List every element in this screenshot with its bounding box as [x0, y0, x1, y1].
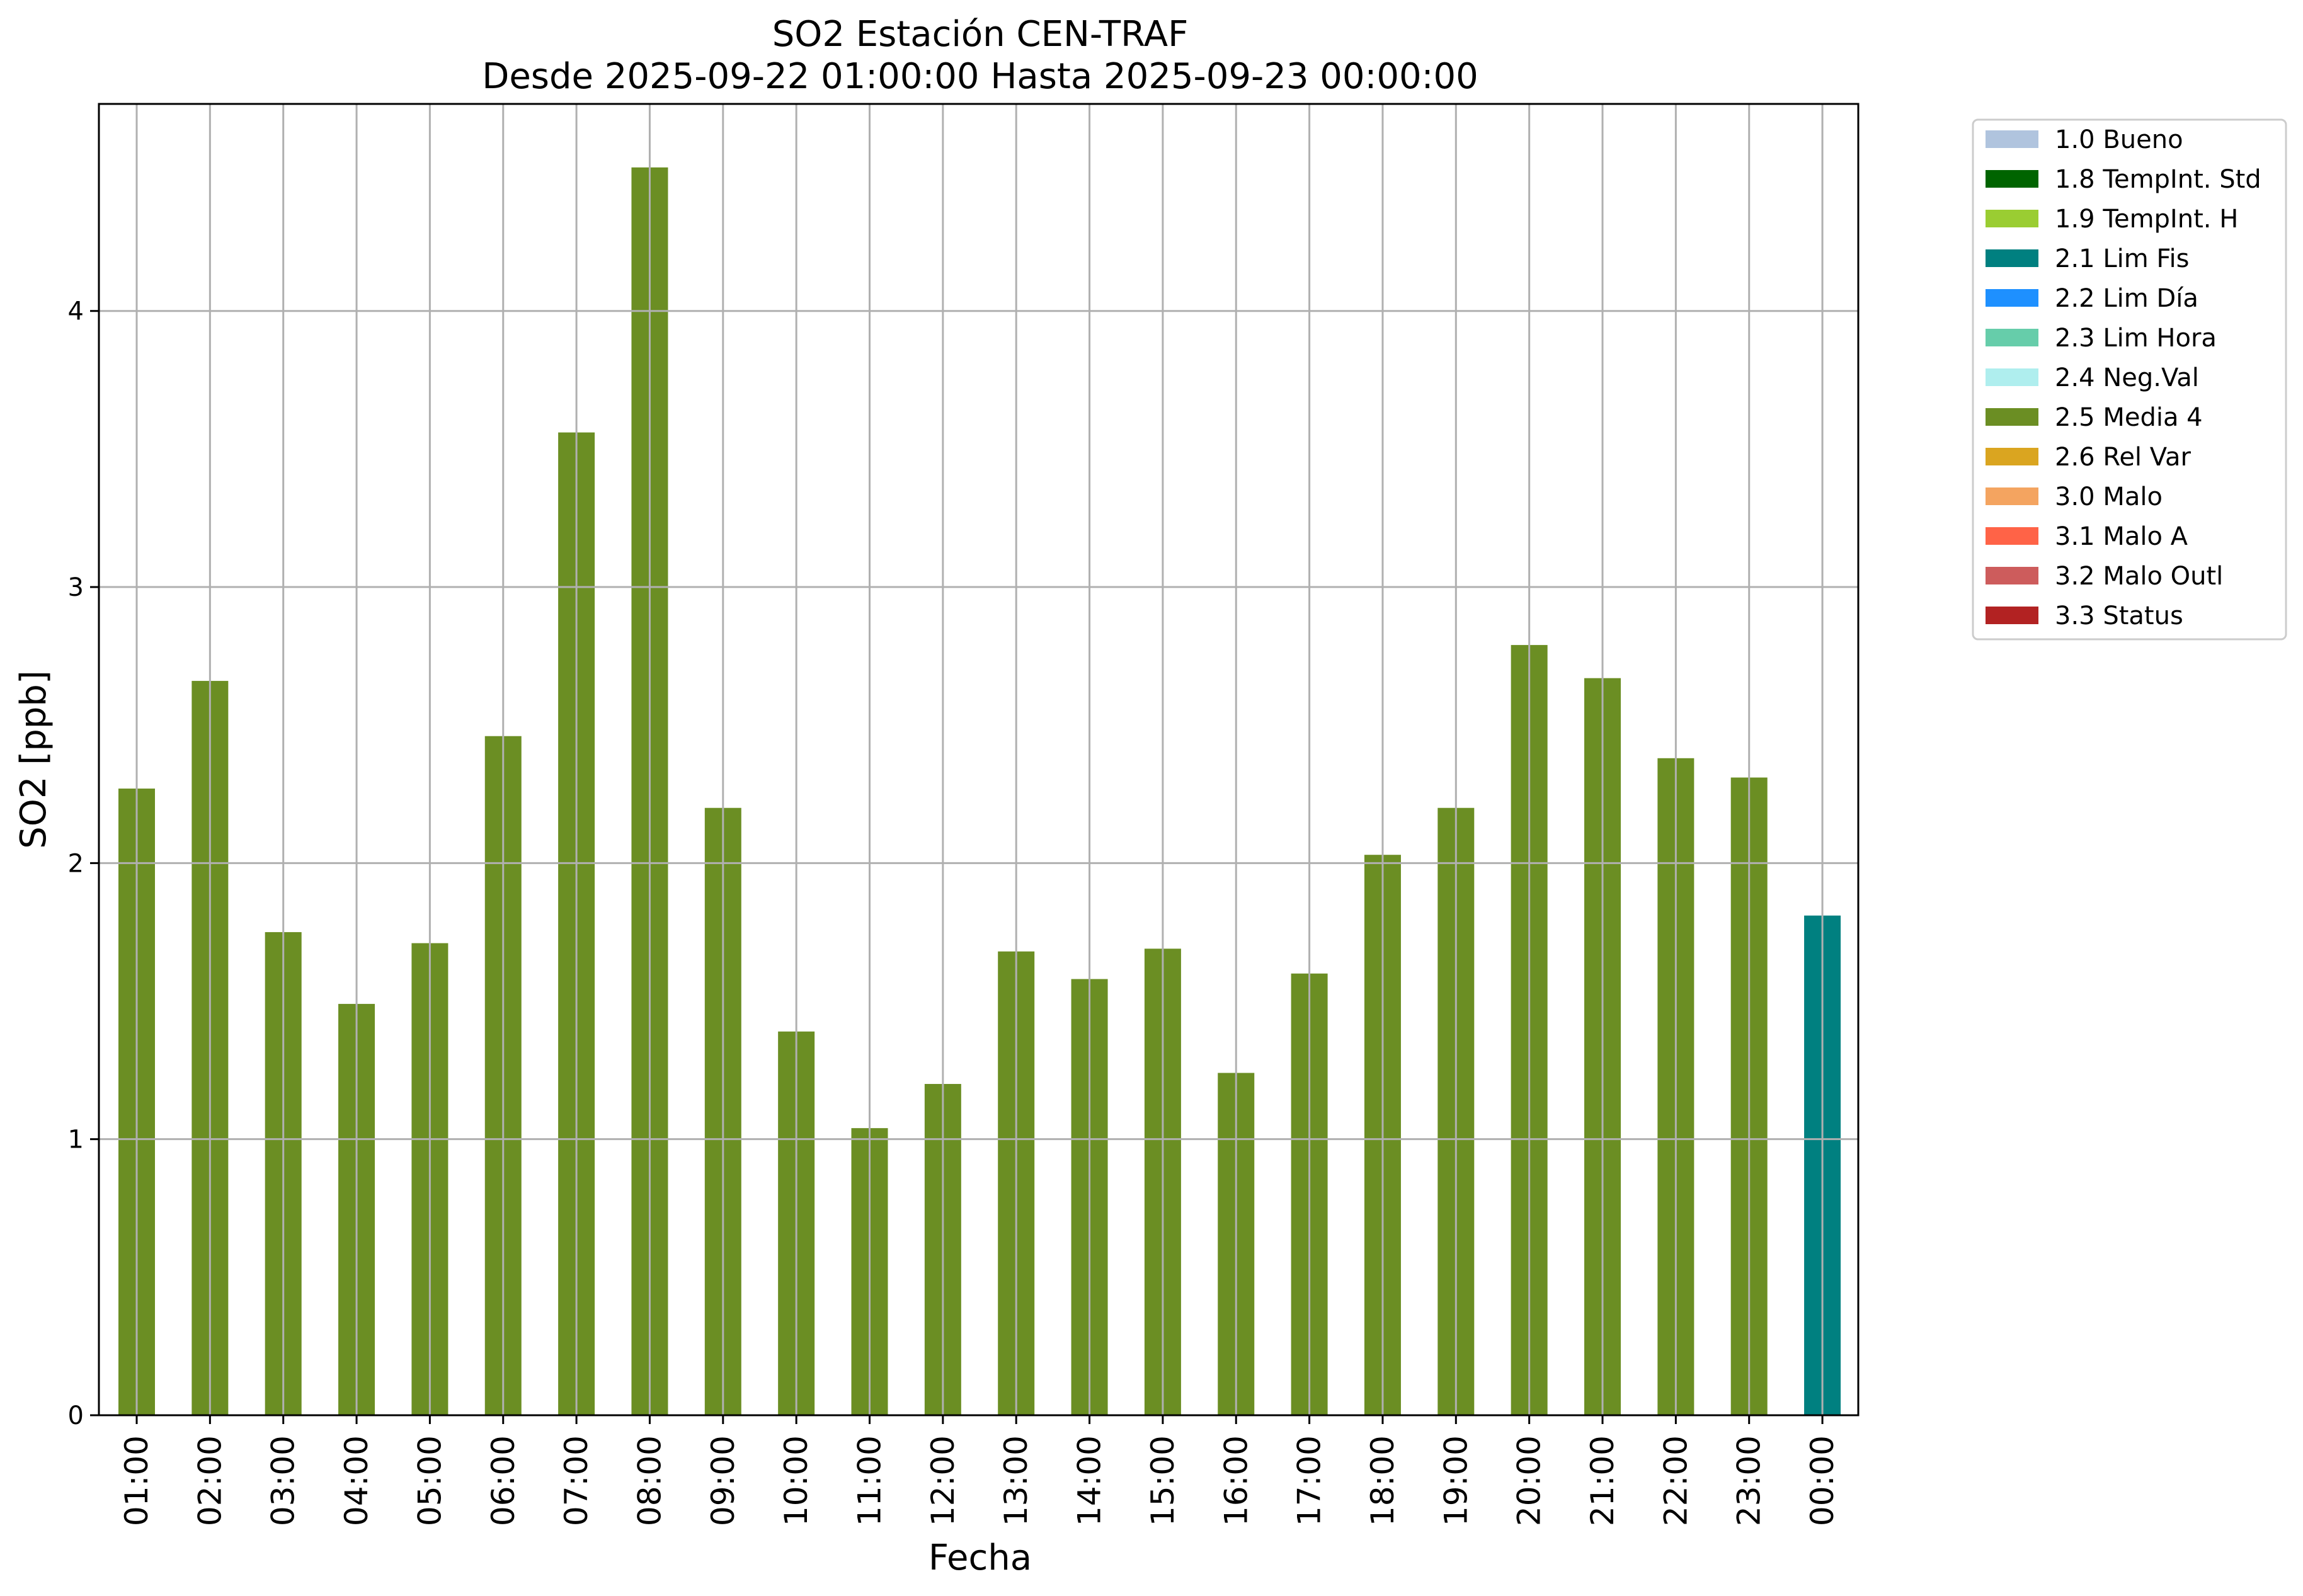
legend-frame — [1972, 118, 2287, 641]
legend-label: 2.4 Neg.Val — [2055, 363, 2199, 392]
x-tick-label: 12:00 — [925, 1435, 961, 1526]
x-tick-label: 03:00 — [265, 1435, 302, 1526]
x-tick-label: 15:00 — [1145, 1435, 1181, 1526]
x-axis-title: Fecha — [929, 1537, 1032, 1578]
legend-swatch — [1986, 368, 2038, 386]
legend-label: 1.9 TempInt. H — [2055, 205, 2238, 234]
plot-frame — [98, 103, 1860, 1416]
x-tick-label: 02:00 — [191, 1435, 228, 1526]
legend-item: 2.6 Rel Var — [1986, 443, 2192, 472]
legend-swatch — [1986, 527, 2038, 545]
legend-swatch — [1986, 487, 2038, 505]
chart-title-line-2: Desde 2025-09-22 01:00:00 Hasta 2025-09-… — [482, 56, 1478, 97]
legend-swatch — [1986, 408, 2038, 426]
legend-item: 2.2 Lim Día — [1986, 284, 2198, 313]
x-tick-label: 01:00 — [118, 1435, 155, 1526]
legend-label: 2.5 Media 4 — [2055, 403, 2203, 432]
legend-item: 2.5 Media 4 — [1986, 403, 2203, 432]
legend-swatch — [1986, 170, 2038, 188]
x-tick-label: 00:00 — [1804, 1435, 1841, 1526]
y-tick-label: 4 — [68, 297, 84, 326]
legend-item: 2.1 Lim Fis — [1986, 244, 2189, 273]
x-tick-label: 16:00 — [1218, 1435, 1254, 1526]
legend-label: 1.8 TempInt. Std — [2055, 165, 2261, 194]
x-tick-label: 08:00 — [631, 1435, 668, 1526]
legend-item: 2.3 Lim Hora — [1986, 324, 2217, 353]
legend-label: 3.0 Malo — [2055, 482, 2163, 511]
legend-item: 3.1 Malo A — [1986, 522, 2188, 551]
legend-label: 1.0 Bueno — [2055, 125, 2183, 154]
x-tick-label: 10:00 — [778, 1435, 814, 1526]
x-tick-label: 22:00 — [1657, 1435, 1694, 1526]
grid-lines — [99, 104, 1858, 1416]
legend-label: 2.6 Rel Var — [2055, 443, 2192, 472]
legend-swatch — [1986, 289, 2038, 307]
y-tick-label: 0 — [68, 1401, 84, 1430]
x-tick-label: 07:00 — [558, 1435, 595, 1526]
legend-swatch — [1986, 210, 2038, 227]
legend: 1.0 Bueno 1.8 TempInt. Std 1.9 TempInt. H 2… — [1972, 118, 2287, 641]
x-tick-label: 21:00 — [1584, 1435, 1621, 1526]
x-tick-label: 05:00 — [411, 1435, 448, 1526]
legend-item: 3.2 Malo Outl — [1986, 562, 2223, 591]
legend-label: 2.2 Lim Día — [2055, 284, 2198, 313]
legend-label: 3.1 Malo A — [2055, 522, 2188, 551]
legend-swatch — [1986, 130, 2038, 148]
legend-item: 1.9 TempInt. H — [1986, 205, 2238, 234]
x-axis-ticks: 01:00 02:00 03:00 04:00 05:00 06:00 07:00 08:00… — [118, 1415, 1841, 1526]
legend-item: 2.4 Neg.Val — [1986, 363, 2199, 392]
y-tick-label: 1 — [68, 1126, 84, 1154]
legend-item: 1.0 Bueno — [1986, 125, 2183, 154]
legend-item: 1.8 TempInt. Std — [1986, 165, 2261, 194]
legend-swatch — [1986, 329, 2038, 346]
legend-item: 3.0 Malo — [1986, 482, 2163, 511]
x-tick-label: 20:00 — [1511, 1435, 1548, 1526]
legend-item: 3.3 Status — [1986, 601, 2183, 630]
x-tick-label: 14:00 — [1071, 1435, 1108, 1526]
y-axis-ticks: 0 1 2 3 4 — [68, 297, 99, 1430]
chart-title-line-1: SO2 Estación CEN-TRAF — [772, 14, 1189, 55]
x-tick-label: 13:00 — [998, 1435, 1034, 1526]
legend-swatch — [1986, 448, 2038, 465]
x-tick-label: 04:00 — [338, 1435, 375, 1526]
x-tick-label: 09:00 — [705, 1435, 741, 1526]
legend-swatch — [1986, 249, 2038, 267]
legend-label: 3.2 Malo Outl — [2055, 562, 2223, 591]
x-tick-label: 23:00 — [1731, 1435, 1768, 1526]
legend-swatch — [1986, 567, 2038, 584]
x-tick-label: 06:00 — [485, 1435, 522, 1526]
y-tick-label: 3 — [68, 573, 84, 602]
legend-label: 2.1 Lim Fis — [2055, 244, 2189, 273]
legend-swatch — [1986, 607, 2038, 624]
x-tick-label: 11:00 — [852, 1435, 888, 1526]
legend-label: 2.3 Lim Hora — [2055, 324, 2217, 353]
legend-label: 3.3 Status — [2055, 601, 2183, 630]
x-tick-label: 17:00 — [1291, 1435, 1328, 1526]
x-tick-label: 19:00 — [1437, 1435, 1474, 1526]
x-tick-label: 18:00 — [1364, 1435, 1401, 1526]
y-axis-title: SO2 [ppb] — [13, 670, 54, 848]
y-tick-label: 2 — [68, 849, 84, 878]
